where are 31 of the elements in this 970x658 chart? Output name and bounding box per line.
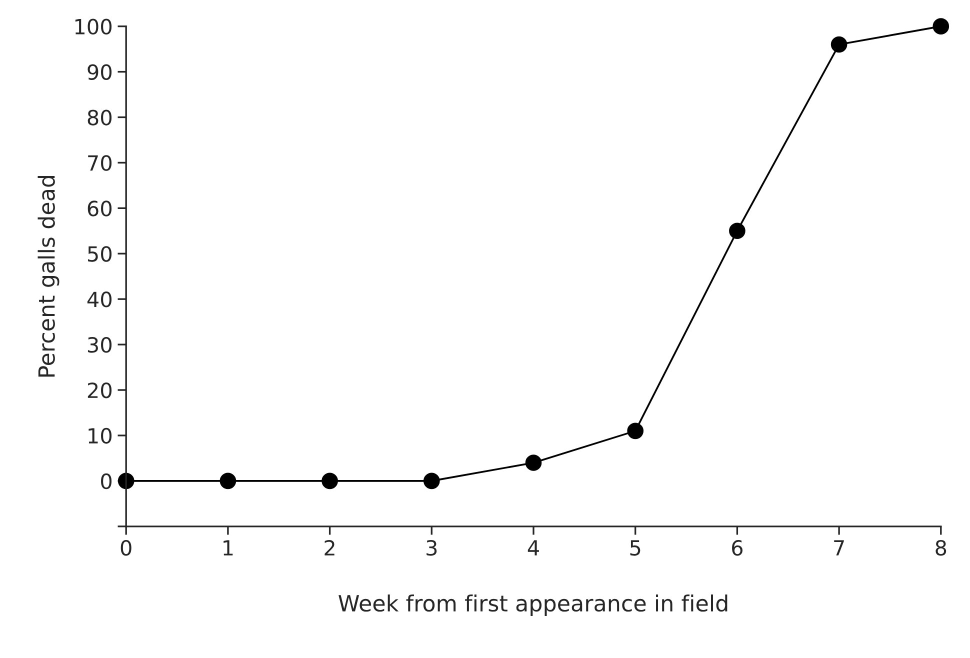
x-tick-label: 1 (224, 540, 233, 556)
x-tick-label: 4 (528, 540, 539, 556)
point (423, 472, 440, 490)
y-tick-label: 10 (88, 428, 112, 444)
point (932, 18, 950, 34)
y-tick-label: 90 (88, 64, 112, 80)
x-tick-label: 0 (120, 540, 132, 556)
y-tick-label: 80 (88, 110, 112, 126)
x-tick-label: 5 (630, 540, 640, 556)
y-tick-label: 60 (88, 200, 112, 216)
x-tick-label: 7 (834, 540, 844, 556)
x-tick-label: 6 (732, 540, 743, 556)
y-axis-title: Percent galls dead (38, 176, 60, 377)
y-tick-label: 30 (88, 337, 112, 353)
x-tick-label: 8 (936, 540, 946, 556)
point (627, 422, 644, 440)
point (729, 222, 746, 240)
y-tick-label: 70 (88, 155, 112, 171)
point (322, 472, 338, 490)
y-tick-label: 20 (88, 382, 112, 398)
point (525, 454, 542, 471)
y-tick-label: 100 (75, 18, 112, 35)
x-tick-label: 2 (324, 540, 334, 556)
point (220, 472, 236, 490)
point (118, 472, 134, 490)
y-tick-label: 40 (87, 292, 112, 308)
x-tick-label: 3 (426, 540, 437, 556)
y-tick-label: 0 (101, 473, 112, 490)
y-tick-label: 50 (88, 246, 112, 262)
x-axis-title: Week from first appearance in field (338, 594, 728, 616)
point (830, 36, 848, 53)
